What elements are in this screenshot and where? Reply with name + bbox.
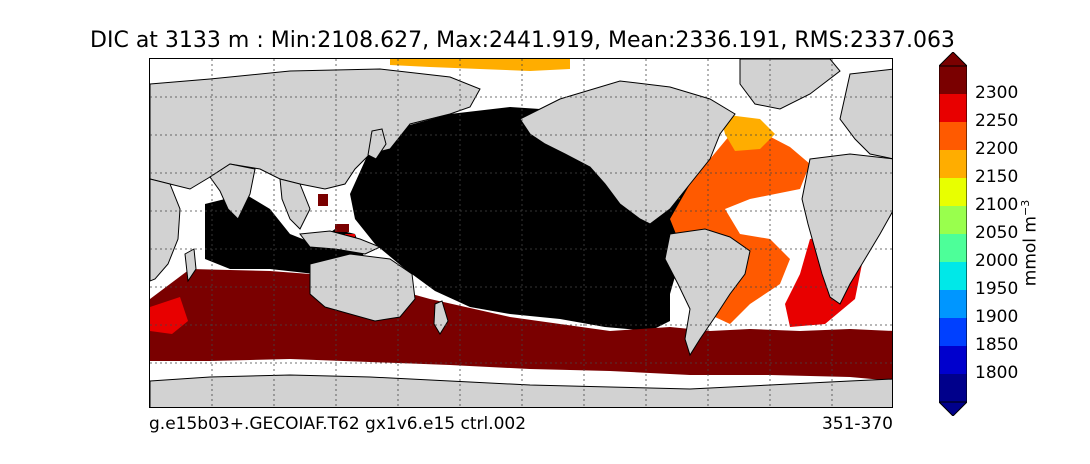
europe-land [839, 68, 892, 160]
indian-ocean-field [205, 194, 365, 274]
indonesia-land [299, 230, 382, 255]
north-america-land [519, 80, 736, 225]
colorbar-segment [939, 290, 967, 318]
japan-land [367, 128, 387, 160]
eurasia-land [150, 68, 481, 190]
colorbar-segment [939, 374, 967, 402]
new-zealand-land [433, 300, 449, 335]
arctic-patch [390, 59, 570, 71]
colorbar-segment [939, 234, 967, 262]
map-panel [149, 58, 893, 408]
colorbar-tick-label: 2200 [975, 139, 1019, 159]
marginal-sea-patch-1 [318, 194, 328, 206]
colorbar-tick-label: 2000 [975, 251, 1019, 271]
colorbar-segment [939, 178, 967, 206]
colorbar-over-arrow [939, 52, 967, 67]
red-patch-west [150, 297, 188, 334]
colorbar-segment [939, 318, 967, 346]
colorbar-unit-label: mmol m−3 [1019, 199, 1041, 287]
antarctica-land [150, 374, 892, 407]
madagascar-land [184, 248, 197, 283]
case-name-label: g.e15b03+.GECOIAF.T62 gx1v6.e15 ctrl.002 [149, 414, 527, 434]
map-grid [150, 59, 892, 407]
dic-map [150, 59, 892, 407]
colorbar-segment [939, 262, 967, 290]
colorbar-under-arrow [939, 401, 967, 416]
map-title: DIC at 3133 m : Min:2108.627, Max:2441.9… [90, 28, 955, 53]
south-america-land [664, 228, 751, 357]
colorbar-tick-label: 1800 [975, 363, 1019, 383]
colorbar-segment [939, 150, 967, 178]
colorbar-tick-label: 2100 [975, 195, 1019, 215]
colorbar-segment [939, 346, 967, 374]
colorbar-border [939, 65, 967, 403]
labrador-patch [720, 114, 775, 151]
colorbar [939, 52, 967, 416]
africa-east-land [801, 153, 892, 305]
africa-land [150, 178, 181, 282]
colorbar-segment [939, 94, 967, 122]
colorbar-tick-label: 2300 [975, 83, 1019, 103]
marginal-sea-patch-2 [335, 224, 349, 232]
colorbar-tick-label: 2250 [975, 111, 1019, 131]
colorbar-segment [939, 122, 967, 150]
colorbar-segment [939, 66, 967, 94]
colorbar-tick-label: 2050 [975, 223, 1019, 243]
colorbar-tick-label: 1900 [975, 307, 1019, 327]
southeast-asia-land [279, 178, 311, 230]
colorbar-tick-label: 2150 [975, 167, 1019, 187]
colorbar-tick-label: 1950 [975, 279, 1019, 299]
colorbar-segment [939, 206, 967, 234]
india-land [209, 163, 256, 220]
years-label: 351-370 [821, 414, 893, 434]
colorbar-tick-label: 1850 [975, 335, 1019, 355]
